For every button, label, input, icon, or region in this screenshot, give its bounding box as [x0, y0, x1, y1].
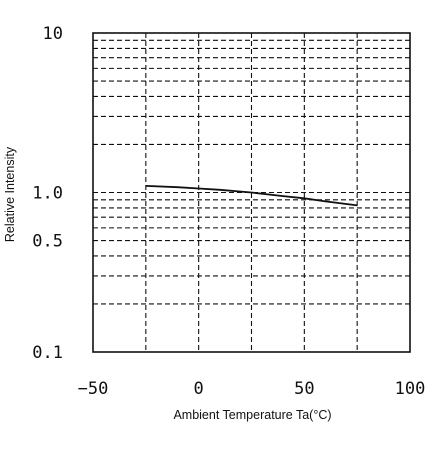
y-tick-label: 0.5: [32, 232, 63, 252]
y-tick-label: 10: [43, 24, 63, 44]
x-tick-label: −50: [78, 379, 109, 399]
y-tick-label: 1.0: [32, 184, 63, 204]
y-tick-label: 0.1: [32, 343, 63, 363]
x-tick-label: 0: [194, 379, 204, 399]
series-layer: [145, 185, 358, 207]
x-axis-label: Ambient Temperature Ta(°C): [173, 408, 331, 422]
y-tick-labels: 10 1.0 0.5 0.1: [32, 24, 63, 363]
plot-frame: [92, 32, 411, 353]
series-line: [145, 185, 358, 207]
x-tick-labels: −50 0 50 100: [78, 379, 426, 399]
x-tick-label: 100: [395, 379, 426, 399]
grid-lines: [93, 33, 410, 352]
x-tick-label: 50: [294, 379, 314, 399]
y-axis-label: Relative Intensity: [3, 146, 17, 242]
